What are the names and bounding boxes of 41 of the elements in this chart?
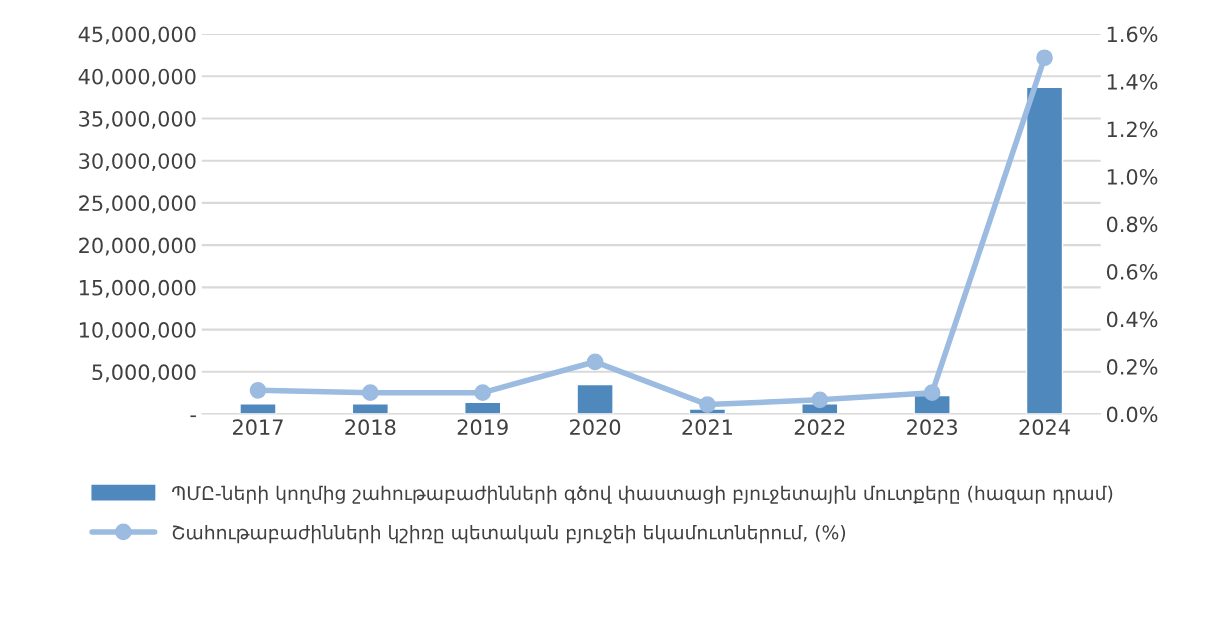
y2-tick-label: 1.6%	[1107, 26, 1158, 43]
bar	[1025, 86, 1064, 415]
y-tick-label: -	[190, 415, 196, 418]
y-tick-label: 15,000,000	[79, 279, 196, 298]
y2-tick-label: 0.2%	[1106, 359, 1158, 375]
legend-label: ՊՄԸ-ների կողմից շահութաբաժինների գծով փաստացի բյուջետային մուտքերը (հազար դրամ)	[172, 485, 1113, 504]
y2-tick-label: 0.4%	[1106, 311, 1158, 328]
point	[923, 384, 941, 402]
point	[1036, 49, 1053, 67]
x-tick-label: 2024	[1019, 419, 1070, 436]
point	[362, 384, 379, 402]
y2-tick-label: 1.0%	[1107, 168, 1158, 185]
point	[249, 381, 267, 399]
y2-tick-label: 1.4%	[1107, 73, 1158, 90]
bar	[576, 383, 614, 415]
x-tick-label: 2022	[794, 419, 845, 436]
y-tick-label: 5,000,000	[92, 364, 196, 383]
bar	[351, 403, 390, 415]
x-tick-label: 2023	[907, 419, 957, 436]
y-tick-label: 25,000,000	[79, 195, 196, 214]
y2-tick-label: 1.2%	[1107, 121, 1158, 138]
bar	[239, 403, 277, 415]
x-tick-label: 2018	[345, 419, 396, 436]
y2-tick-label: 0.6%	[1106, 263, 1158, 280]
y-tick-label: 40,000,000	[78, 68, 196, 87]
y-tick-label: 20,000,000	[79, 237, 196, 256]
y2-tick-label: 0.8%	[1106, 216, 1158, 233]
y-tick-label: 10,000,000	[79, 322, 196, 340]
legend-label: Շահութաբաժինների կշիռը պետական բյուջեի եկամուտներում, (%)	[172, 524, 846, 544]
point	[474, 384, 492, 402]
y-tick-label: 30,000,000	[79, 153, 196, 172]
y-tick-label: 45,000,000	[78, 26, 196, 45]
x-tick-label: 2017	[232, 419, 283, 436]
y-tick-label: 35,000,000	[79, 110, 196, 129]
point	[699, 396, 716, 413]
x-tick-label: 2019	[457, 419, 508, 436]
point	[811, 391, 829, 409]
x-tick-label: 2020	[570, 419, 621, 436]
x-tick-label: 2021	[682, 419, 733, 436]
y2-tick-label: 0.0%	[1106, 406, 1158, 423]
point	[586, 353, 604, 371]
